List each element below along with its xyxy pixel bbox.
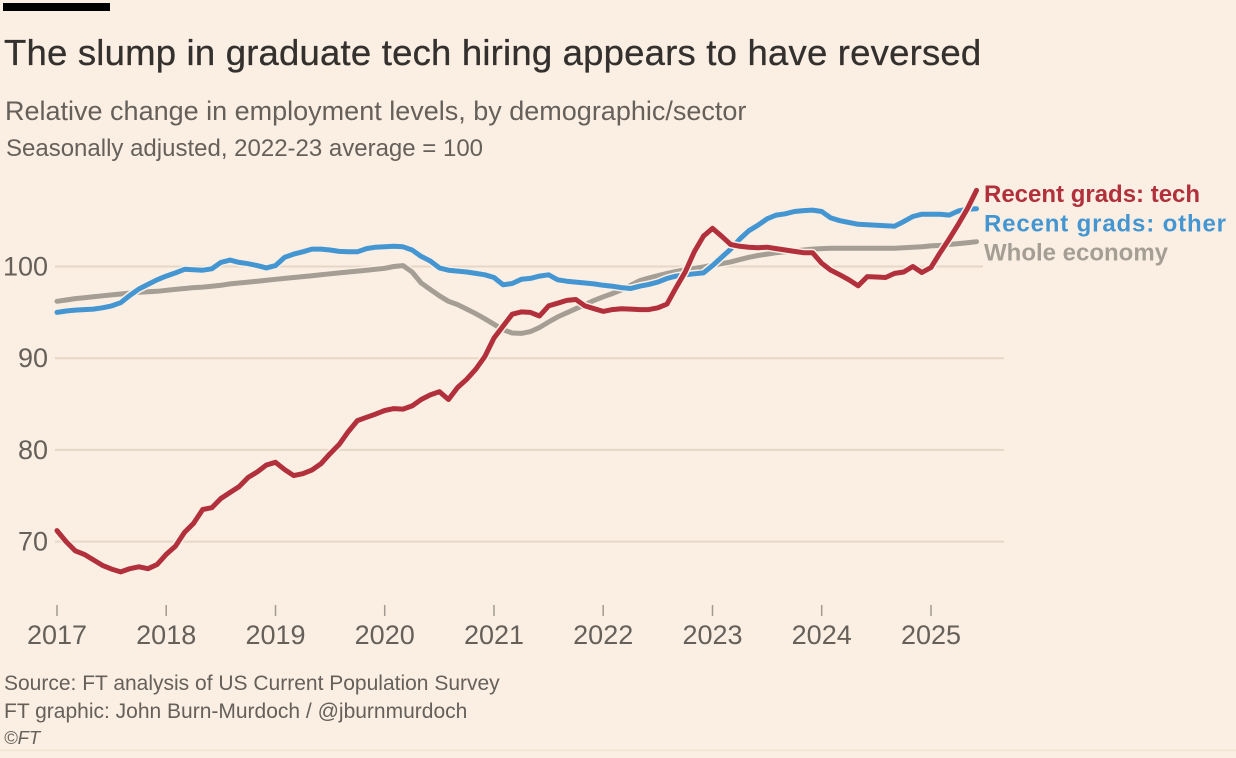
svg-text:2023: 2023 xyxy=(682,620,742,650)
svg-text:2022: 2022 xyxy=(573,620,633,650)
svg-text:Recent grads: tech: Recent grads: tech xyxy=(984,181,1200,208)
svg-text:2017: 2017 xyxy=(27,620,87,650)
svg-text:2018: 2018 xyxy=(136,620,196,650)
svg-text:90: 90 xyxy=(18,343,48,373)
svg-text:2025: 2025 xyxy=(901,620,961,650)
svg-text:©FT: ©FT xyxy=(4,727,42,748)
svg-text:80: 80 xyxy=(18,435,48,465)
svg-text:2021: 2021 xyxy=(464,620,524,650)
svg-text:Whole economy: Whole economy xyxy=(984,240,1169,267)
svg-text:100: 100 xyxy=(3,252,48,282)
svg-text:2024: 2024 xyxy=(792,620,852,650)
svg-text:Recent grads: other: Recent grads: other xyxy=(984,211,1227,238)
svg-text:70: 70 xyxy=(18,527,48,557)
svg-text:FT graphic: John Burn-Murdoch: FT graphic: John Burn-Murdoch / @jburnmu… xyxy=(4,700,467,723)
svg-text:2020: 2020 xyxy=(355,620,415,650)
svg-text:2019: 2019 xyxy=(245,620,305,650)
svg-text:Source: FT analysis of US Curr: Source: FT analysis of US Current Popula… xyxy=(4,672,500,695)
